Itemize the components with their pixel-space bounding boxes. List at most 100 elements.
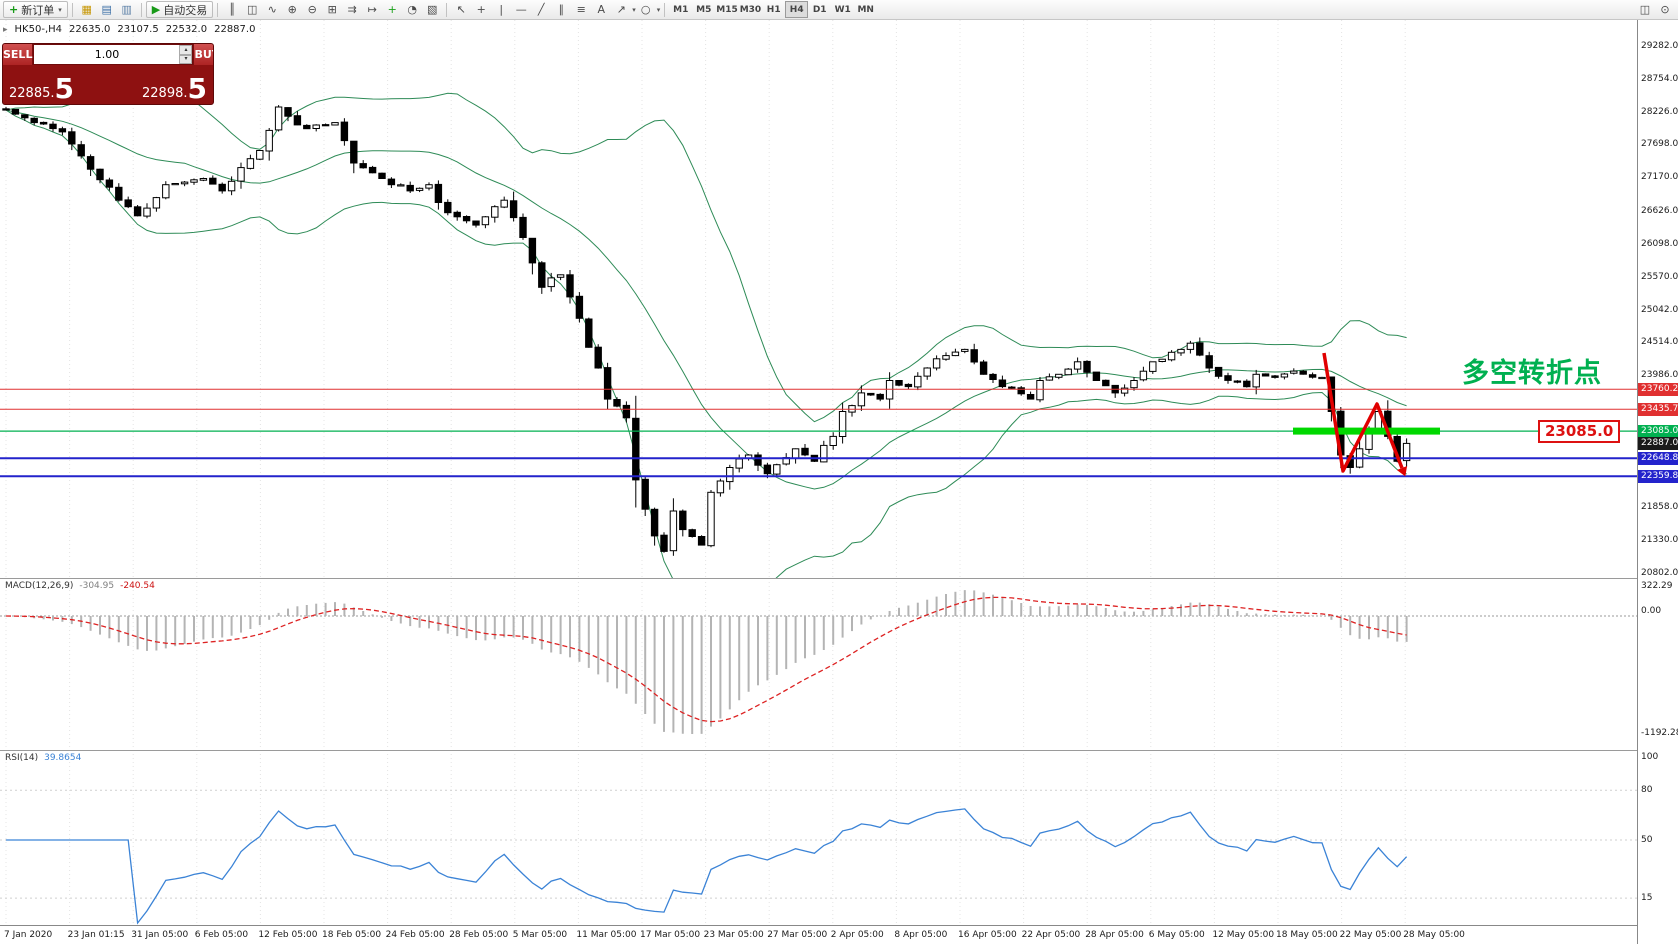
market-watch-icon[interactable]: ▥ <box>121 3 132 16</box>
file-icon-group: ▦ ▤ ▥ <box>77 1 137 19</box>
time-axis-label: 11 Mar 05:00 <box>576 930 637 940</box>
price-axis-tag: 23760.2 <box>1638 382 1678 396</box>
symbol-period-label: HK50-,H4 <box>14 24 63 35</box>
axis-label: 26626.0 <box>1641 206 1678 217</box>
buy-button[interactable]: BUY <box>193 44 213 65</box>
main-chart-canvas[interactable] <box>0 20 1637 578</box>
new-order-button[interactable]: + 新订单 ▾ <box>3 1 68 18</box>
close-value: 22887.0 <box>214 24 256 35</box>
right-icon-group: ◫ ⊙ <box>1635 1 1675 19</box>
search-icon[interactable]: ⊙ <box>1660 3 1670 16</box>
chevron-down-icon: ▾ <box>58 5 62 14</box>
cursor-icon[interactable]: ↖ <box>456 3 466 16</box>
chevron-down-icon[interactable]: ▾ <box>656 5 661 14</box>
tile-windows-icon[interactable]: ⊞ <box>327 3 337 16</box>
bar-chart-icon[interactable]: ║ <box>228 3 236 16</box>
time-axis-label: 18 May 05:00 <box>1276 930 1338 940</box>
timeframe-w1[interactable]: W1 <box>831 1 854 18</box>
chart-shift-icon[interactable]: ↦ <box>367 3 377 16</box>
timeframe-m30[interactable]: M30 <box>739 1 762 18</box>
turning-point-annotation[interactable]: 多空转折点 <box>1462 358 1602 389</box>
indicators-icon[interactable]: + <box>387 3 397 16</box>
rsi-panel-canvas[interactable] <box>0 750 1637 925</box>
vertical-line-icon[interactable]: | <box>499 3 504 16</box>
axis-label: 28754.0 <box>1641 73 1678 84</box>
text-icon[interactable]: A <box>597 3 605 16</box>
axis-label: 50 <box>1641 835 1653 845</box>
axis-label: 27170.0 <box>1641 172 1678 183</box>
macd-value: -304.95 <box>79 581 115 591</box>
horizontal-line-icon[interactable]: — <box>515 3 527 16</box>
periods-icon[interactable]: ◔ <box>407 3 417 16</box>
rsi-name: RSI(14) <box>5 753 39 763</box>
shapes-icon[interactable]: ○ <box>640 3 651 16</box>
panel-separator[interactable] <box>0 750 1637 751</box>
axis-label: 15 <box>1641 893 1653 904</box>
timeframe-m5[interactable]: M5 <box>692 1 715 18</box>
zoom-in-icon[interactable]: ⊕ <box>287 3 297 16</box>
axis-label: 25042.0 <box>1641 304 1678 315</box>
zoom-out-icon[interactable]: ⊖ <box>307 3 317 16</box>
axis-label: 80 <box>1641 785 1653 796</box>
time-axis-label: 23 Jan 01:15 <box>67 930 125 940</box>
line-tools-group: ↖ + | — ╱ ∥ ≡ A ↗ ▾ ○ ▾ <box>451 1 661 19</box>
price-axis-tag: 23085.0 <box>1638 424 1678 438</box>
candlestick-chart-icon[interactable]: ◫ <box>247 3 258 16</box>
chart-window-icon[interactable]: ◫ <box>1639 3 1651 16</box>
timeframe-group: M1 M5 M15 M30 H1 H4 D1 W1 MN <box>669 1 877 18</box>
axis-label: 21858.0 <box>1641 502 1678 513</box>
play-icon: ▶ <box>151 3 161 16</box>
time-axis-label: 22 Apr 05:00 <box>1021 930 1081 940</box>
sell-button[interactable]: SELL <box>3 44 34 65</box>
time-axis-label: 7 Jan 2020 <box>4 930 53 940</box>
axis-label: 0.00 <box>1641 606 1662 616</box>
volume-input[interactable] <box>34 45 180 64</box>
buy-price[interactable]: 22898. 5 <box>142 72 207 105</box>
axis-label: 26098.0 <box>1641 238 1678 249</box>
open-value: 22635.0 <box>69 24 111 35</box>
volume-up-button[interactable]: ▴ <box>179 45 193 55</box>
axis-label: 322.29 <box>1641 581 1673 591</box>
timeframe-d1[interactable]: D1 <box>808 1 831 18</box>
time-axis-label: 22 May 05:00 <box>1339 930 1402 940</box>
timeframe-mn[interactable]: MN <box>854 1 877 18</box>
axis-label: 23986.0 <box>1641 370 1678 381</box>
axis-label: 20802.0 <box>1641 568 1678 578</box>
chart-icon-group: ║ ◫ ∿ ⊕ ⊖ ⊞ ⇉ ↦ + ◔ ▧ <box>222 1 442 19</box>
price-axis[interactable]: 29282.0 28754.0 28226.0 27698.0 27170.0 26626… <box>1637 20 1678 944</box>
low-value: 22532.0 <box>165 24 208 35</box>
time-axis-label: 12 Feb 05:00 <box>258 930 318 940</box>
timeframe-h1[interactable]: H1 <box>762 1 785 18</box>
profiles-icon[interactable]: ▤ <box>101 3 112 16</box>
timeframe-m1[interactable]: M1 <box>669 1 692 18</box>
equidistant-channel-icon[interactable]: ∥ <box>558 3 564 16</box>
timeframe-h4[interactable]: H4 <box>785 1 809 18</box>
sell-price[interactable]: 22885. 5 <box>9 72 74 105</box>
auto-scroll-icon[interactable]: ⇉ <box>347 3 357 16</box>
auto-trading-button[interactable]: ▶ 自动交易 <box>145 1 214 18</box>
main-toolbar: + 新订单 ▾ ▦ ▤ ▥ ▶ 自动交易 ║ ◫ ∿ ⊕ ⊖ ⊞ ⇉ ↦ + ◔ ▧ ↖ + | — ╱ ∥ ≡ A ↗… <box>0 0 1678 20</box>
chevron-down-icon[interactable]: ▾ <box>632 5 636 14</box>
axis-label: -1192.28 <box>1641 728 1678 738</box>
collapse-triangle-icon[interactable]: ▸ <box>3 24 8 35</box>
macd-panel-canvas[interactable] <box>0 578 1637 750</box>
trendline-icon[interactable]: ╱ <box>537 3 545 16</box>
toolbar-separator <box>140 2 142 17</box>
support-price-label[interactable]: 23085.0 <box>1538 420 1621 443</box>
fibonacci-icon[interactable]: ≡ <box>576 3 586 16</box>
line-chart-icon[interactable]: ∿ <box>267 3 277 16</box>
axis-label: 100 <box>1641 752 1659 762</box>
timeframe-m15[interactable]: M15 <box>715 1 738 18</box>
volume-down-button[interactable]: ▾ <box>179 54 193 64</box>
time-axis-label: 18 Feb 05:00 <box>322 930 382 940</box>
axis-label: 24514.0 <box>1641 337 1678 348</box>
panel-separator[interactable] <box>0 578 1637 579</box>
price-axis-tag: 22359.8 <box>1638 469 1678 483</box>
time-axis[interactable]: 7 Jan 2020 23 Jan 01:15 31 Jan 05:00 6 Feb … <box>0 925 1637 944</box>
crosshair-icon[interactable]: + <box>476 3 486 16</box>
arrows-icon[interactable]: ↗ <box>616 3 626 16</box>
templates-icon[interactable]: ▧ <box>427 3 438 16</box>
price-axis-tag: 22648.8 <box>1638 451 1678 465</box>
one-click-trading-panel: SELL ▴ ▾ BUY 22885.5 22898.5 <box>2 43 214 105</box>
new-chart-icon[interactable]: ▦ <box>81 3 92 16</box>
